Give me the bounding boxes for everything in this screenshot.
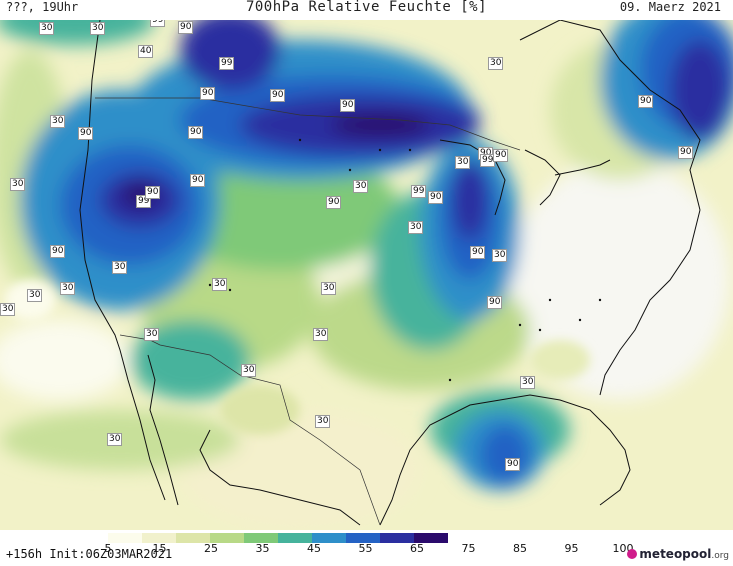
contour-label: 30 [144, 328, 160, 341]
color-scale-tick: 5 [104, 542, 112, 555]
contour-label: 90 [487, 296, 503, 309]
contour-label: 90 [678, 146, 694, 159]
contour-label: 30 [492, 249, 508, 262]
color-swatch [244, 533, 278, 543]
contour-label: 90 [428, 191, 444, 204]
color-scale-tick: 75 [461, 542, 476, 555]
color-scale-tick: 95 [564, 542, 579, 555]
contour-label: 90 [50, 245, 66, 258]
color-swatch [142, 533, 176, 543]
contour-label: 30 [212, 278, 228, 291]
valid-date: 09. Maerz 2021 [619, 0, 721, 14]
logo-tld: .org [711, 551, 729, 561]
contour-label: 90 [505, 458, 521, 471]
contour-label: 90 [200, 87, 216, 100]
logo-dot-icon [627, 549, 638, 559]
contour-label: 30 [488, 57, 504, 70]
contour-label: 90 [190, 174, 206, 187]
map-title: 700hPa Relative Feuchte [%] [245, 0, 488, 15]
contour-label: 30 [321, 282, 337, 295]
contour-label: 30 [27, 289, 43, 302]
contour-label: 90 [340, 99, 356, 112]
contour-label: 30 [39, 22, 55, 35]
map-footer: 5 15 25 35 45 55 65 75 85 95 100 +156h Init:06Z03M… [0, 530, 733, 566]
contour-label: 90 [270, 89, 286, 102]
logo-main: meteopool [639, 547, 712, 561]
contour-label: 30 [60, 282, 76, 295]
color-swatch [210, 533, 244, 543]
contour-label: 99 [411, 185, 427, 198]
contour-label: 99 [219, 57, 235, 70]
contour-label: 30 [520, 376, 536, 389]
color-swatch [176, 533, 210, 543]
color-swatch [380, 533, 414, 543]
contour-label: 90 [326, 196, 342, 209]
map-header: ???, 19Uhr 700hPa Relative Feuchte [%] 0… [0, 0, 733, 20]
color-swatch [278, 533, 312, 543]
contour-label: 90 [493, 149, 509, 162]
valid-time: ???, 19Uhr [6, 0, 79, 14]
color-swatch [108, 533, 142, 543]
contour-label: 30 [107, 433, 123, 446]
color-scale-tick: 15 [152, 542, 167, 555]
contour-label: 30 [313, 328, 329, 341]
contour-label: 30 [112, 261, 128, 274]
color-scale-tick: 35 [255, 542, 270, 555]
contour-label: 30 [408, 221, 424, 234]
contour-label: 40 [138, 45, 154, 58]
color-scale-labels: 5 15 25 35 45 55 65 75 85 95 100 [88, 542, 648, 556]
contour-label: 90 [145, 186, 161, 199]
color-scale-tick: 85 [513, 542, 527, 555]
contour-label: 90 [638, 95, 654, 108]
color-scale-tick: 55 [358, 542, 373, 555]
color-scale-tick: 25 [204, 542, 218, 555]
color-swatch [312, 533, 346, 543]
contour-label: 30 [353, 180, 369, 193]
contour-label: 30 [0, 303, 16, 316]
color-swatch [346, 533, 380, 543]
humidity-field [0, 0, 733, 530]
contour-label: 90 [78, 127, 94, 140]
humidity-map: 30 30 99 90 40 99 90 30 90 90 90 30 90 9… [0, 0, 733, 530]
contour-label: 90 [470, 246, 486, 259]
meteopool-logo: meteopool.org [627, 547, 729, 561]
color-scale-tick: 45 [307, 542, 321, 555]
contour-label: 90 [188, 126, 204, 139]
contour-label: 30 [241, 364, 257, 377]
color-scale-tick: 65 [410, 542, 424, 555]
contour-label: 90 [178, 21, 194, 34]
contour-label: 30 [50, 115, 66, 128]
color-scale [108, 533, 448, 543]
contour-label: 30 [10, 178, 26, 191]
contour-label: 30 [315, 415, 331, 428]
run-info: +156h Init:06Z03MAR2021 [6, 547, 173, 561]
contour-label: 30 [90, 22, 106, 35]
contour-label: 30 [455, 156, 471, 169]
color-swatch [414, 533, 448, 543]
